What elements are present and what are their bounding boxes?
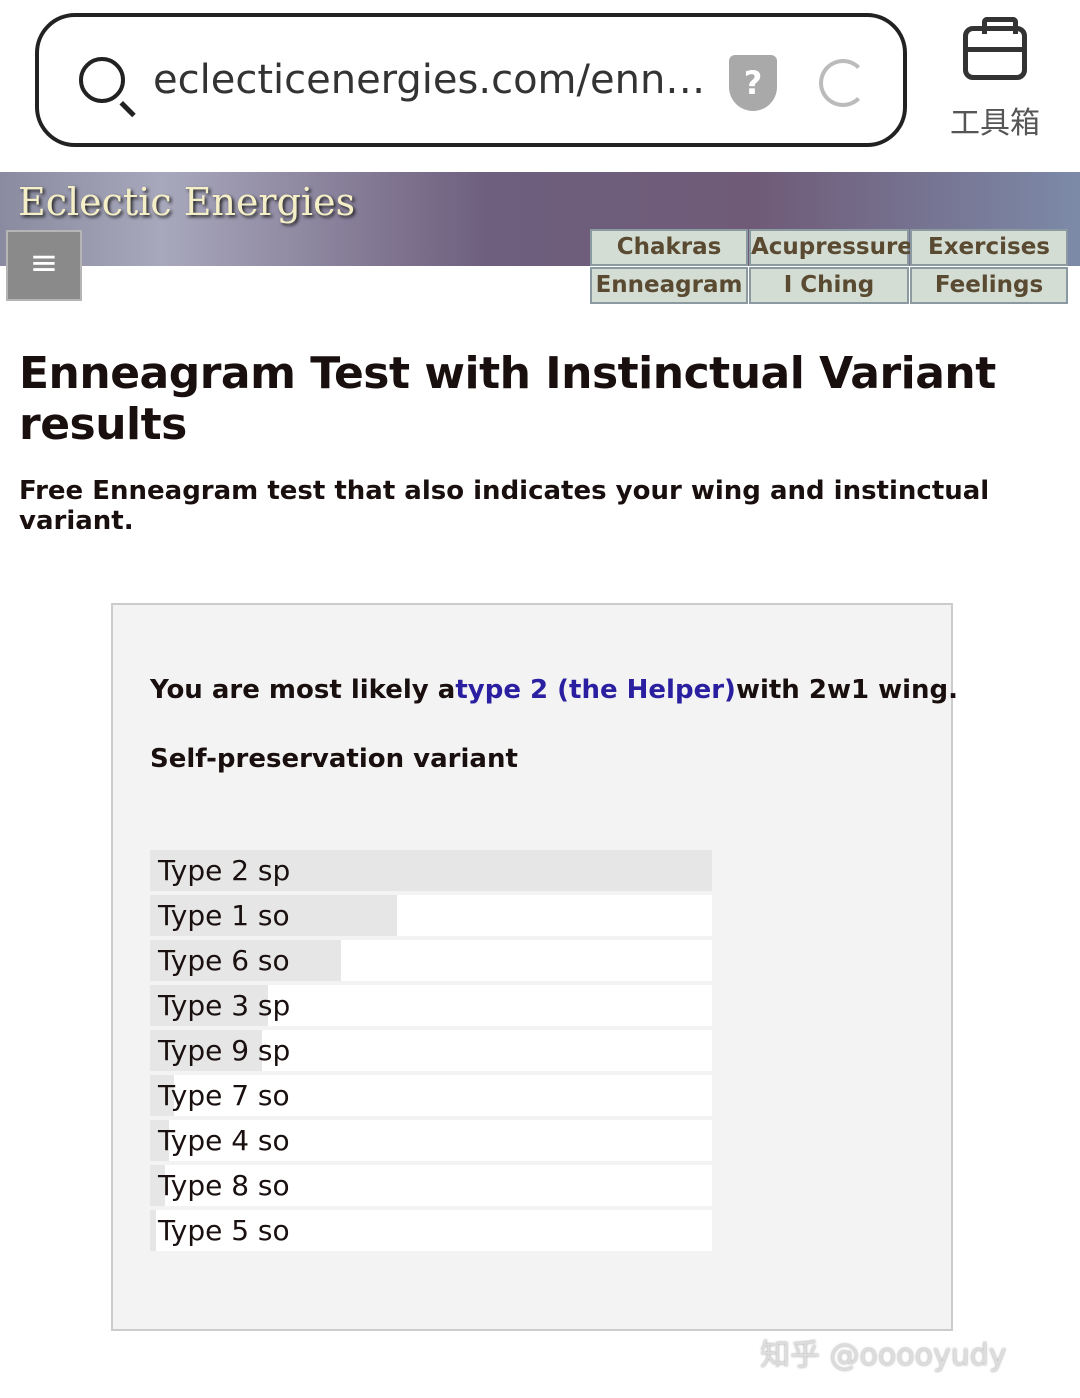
score-bar-fill (150, 985, 269, 1026)
score-bar-fill (150, 895, 398, 936)
score-bar: Type 2 sp (150, 850, 712, 891)
variant-text: Self-preservation variant (150, 744, 518, 774)
reload-icon[interactable] (819, 59, 867, 107)
score-bar: Type 4 so (150, 1120, 712, 1161)
nav-i-ching[interactable]: I Ching (749, 267, 909, 304)
search-icon (79, 57, 125, 103)
shield-question-icon[interactable]: ? (729, 55, 777, 111)
score-bar: Type 8 so (150, 1165, 712, 1206)
score-bar-fill (150, 1165, 166, 1206)
toolbox-label: 工具箱 (950, 106, 1040, 141)
score-bar-fill (150, 850, 712, 891)
score-bar: Type 3 sp (150, 985, 712, 1026)
toolbox-icon (963, 17, 1027, 80)
score-bar-fill (150, 1030, 263, 1071)
score-label: Type 5 so (158, 1214, 290, 1247)
type-link[interactable]: type 2 (the Helper) (455, 675, 736, 705)
score-bar-fill (150, 940, 342, 981)
score-bar: Type 9 sp (150, 1030, 712, 1071)
score-bar-fill (150, 1120, 169, 1161)
nav-acupressure[interactable]: Acupressure (749, 229, 913, 266)
score-label: Type 4 so (158, 1124, 290, 1157)
score-label: Type 8 so (158, 1169, 290, 1202)
page-title: Enneagram Test with Instinctual Variant … (19, 348, 996, 450)
nav-feelings[interactable]: Feelings (910, 267, 1068, 304)
watermark: 知乎 @ooooyudy (760, 1338, 1007, 1373)
toolbox-button[interactable]: 工具箱 (945, 17, 1045, 142)
score-label: Type 9 sp (158, 1034, 291, 1067)
score-label: Type 7 so (158, 1079, 290, 1112)
result-sentence: You are most likely atype 2 (the Helper)… (150, 675, 958, 705)
score-bar: Type 5 so (150, 1210, 712, 1251)
score-bar: Type 1 so (150, 895, 712, 936)
url-text[interactable]: eclecticenergies.com/enn… (153, 57, 706, 103)
result-suffix: with 2w1 wing. (735, 675, 959, 705)
menu-button[interactable]: ≡ (6, 230, 82, 301)
score-label: Type 6 so (158, 944, 290, 977)
nav-chakras[interactable]: Chakras (590, 229, 748, 266)
site-logo[interactable]: Eclectic Energies (18, 180, 356, 224)
score-label: Type 1 so (158, 899, 290, 932)
score-bar-fill (150, 1210, 156, 1251)
score-label: Type 2 sp (158, 854, 291, 887)
page-subtitle: Free Enneagram test that also indicates … (19, 476, 990, 536)
score-bar: Type 7 so (150, 1075, 712, 1116)
nav-exercises[interactable]: Exercises (910, 229, 1068, 266)
score-bar: Type 6 so (150, 940, 712, 981)
score-bars: Type 2 sp Type 1 so Type 6 so Type 3 sp Type… (150, 850, 712, 1255)
result-prefix: You are most likely a (150, 675, 456, 705)
site-nav: Chakras Acupressure Exercises Enneagram … (590, 229, 1068, 304)
nav-enneagram[interactable]: Enneagram (590, 267, 748, 304)
results-panel: You are most likely atype 2 (the Helper)… (111, 603, 958, 1331)
score-bar-fill (150, 1075, 175, 1116)
address-bar[interactable]: eclecticenergies.com/enn… ? (35, 13, 907, 147)
score-label: Type 3 sp (158, 989, 291, 1022)
